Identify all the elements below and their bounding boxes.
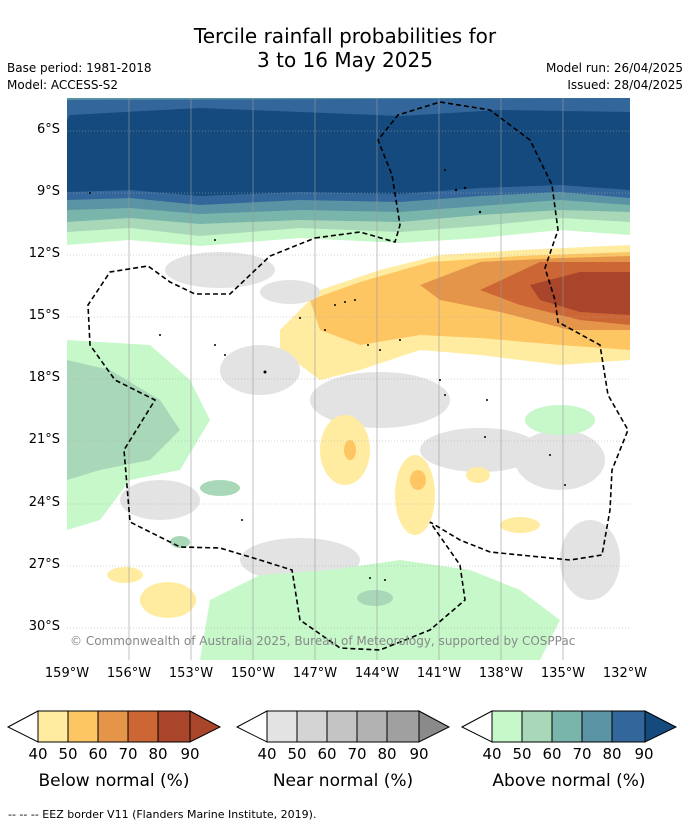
- colorbar-tick-label: 50: [512, 745, 532, 763]
- issued-label: Issued: 28/04/2025: [567, 78, 683, 92]
- longitude-label: 138°W: [478, 666, 524, 681]
- latitude-label: 9°S: [36, 184, 60, 199]
- longitude-label: 156°W: [106, 666, 152, 681]
- colorbar-tick-label: 80: [148, 745, 168, 763]
- near-patch: [165, 252, 275, 288]
- above-region-north-l6: [67, 108, 630, 196]
- above-region-southwest-mid: [67, 360, 180, 480]
- colorbar-tick-label: 50: [58, 745, 78, 763]
- colorbar-near-right-arrow: [418, 710, 451, 743]
- colorbar-tick-label: 80: [377, 745, 397, 763]
- islands: [89, 169, 566, 581]
- latitude-label: 24°S: [28, 495, 60, 510]
- eez-footnote: -- -- -- EEZ border V11 (Flanders Marine…: [8, 808, 317, 821]
- map-title-line1: Tercile rainfall probabilities for: [193, 24, 497, 48]
- colorbar-below-right-arrow: [189, 710, 222, 743]
- colorbar-near: [235, 710, 451, 743]
- above-patch: [525, 405, 595, 435]
- colorbar-near-left-arrow: [235, 710, 268, 743]
- colorbar-tick-label: 60: [317, 745, 337, 763]
- colorbar-tick-label: 80: [602, 745, 622, 763]
- colorbar-tick-label: 40: [28, 745, 48, 763]
- colorbar-tick-label: 70: [572, 745, 592, 763]
- longitude-label: 144°W: [354, 666, 400, 681]
- eez-border: [87, 101, 629, 651]
- latitude-label: 27°S: [28, 557, 60, 572]
- colorbar-below-left-arrow: [6, 710, 39, 743]
- gridlines: [67, 130, 630, 629]
- above-region-south: [200, 560, 560, 660]
- colorbar-below-title: Below normal (%): [38, 771, 190, 791]
- longitude-label: 150°W: [230, 666, 276, 681]
- colorbar-above-title: Above normal (%): [492, 771, 646, 791]
- colorbar-tick-label: 70: [118, 745, 138, 763]
- copyright-text: © Commonwealth of Australia 2025, Bureau…: [70, 634, 576, 648]
- near-patch: [120, 480, 200, 520]
- colorbar-below: [6, 710, 222, 743]
- below-patch: [395, 455, 435, 535]
- model-label: Model: ACCESS-S2: [7, 78, 119, 92]
- colorbar-tick-label: 60: [88, 745, 108, 763]
- near-patch: [220, 345, 300, 395]
- near-patch: [515, 430, 605, 490]
- colorbar-tick-label: 40: [482, 745, 502, 763]
- meridians: [128, 98, 564, 660]
- above-patch: [200, 480, 240, 496]
- latitude-label: 6°S: [36, 122, 60, 137]
- base-period-label: Base period: 1981-2018: [7, 61, 152, 75]
- colorbar-above: [460, 710, 678, 743]
- below-patch: [140, 582, 196, 618]
- latitude-label: 15°S: [28, 308, 60, 323]
- below-patch: [500, 517, 540, 533]
- above-patch: [170, 536, 190, 548]
- model-run-label: Model run: 26/04/2025: [545, 61, 683, 75]
- longitude-label: 141°W: [416, 666, 462, 681]
- colorbar-tick-label: 90: [180, 745, 200, 763]
- below-patch: [344, 440, 356, 460]
- below-patch: [466, 467, 490, 483]
- below-patch: [107, 567, 143, 583]
- latitude-label: 21°S: [28, 432, 60, 447]
- colorbar-above-right-arrow: [644, 710, 678, 743]
- latitude-label: 30°S: [28, 619, 60, 634]
- near-patch: [260, 280, 320, 304]
- colorbar-tick-label: 50: [287, 745, 307, 763]
- colorbar-above-left-arrow: [460, 710, 493, 743]
- longitude-label: 159°W: [44, 666, 90, 681]
- colorbar-tick-label: 90: [409, 745, 429, 763]
- longitude-label: 135°W: [540, 666, 586, 681]
- near-patch: [420, 428, 540, 472]
- colorbar-tick-label: 70: [347, 745, 367, 763]
- above-patch: [357, 590, 393, 606]
- colorbar-near-title: Near normal (%): [272, 771, 414, 791]
- near-patch: [310, 372, 450, 428]
- latitude-label: 12°S: [28, 246, 60, 261]
- map-title-line2: 3 to 16 May 2025: [257, 48, 433, 72]
- colorbar-tick-label: 60: [542, 745, 562, 763]
- longitude-label: 153°W: [168, 666, 214, 681]
- below-patch: [410, 470, 426, 490]
- longitude-label: 132°W: [602, 666, 648, 681]
- longitude-label: 147°W: [292, 666, 338, 681]
- colorbar-tick-label: 90: [634, 745, 654, 763]
- colorbar-tick-label: 40: [257, 745, 277, 763]
- latitude-label: 18°S: [28, 370, 60, 385]
